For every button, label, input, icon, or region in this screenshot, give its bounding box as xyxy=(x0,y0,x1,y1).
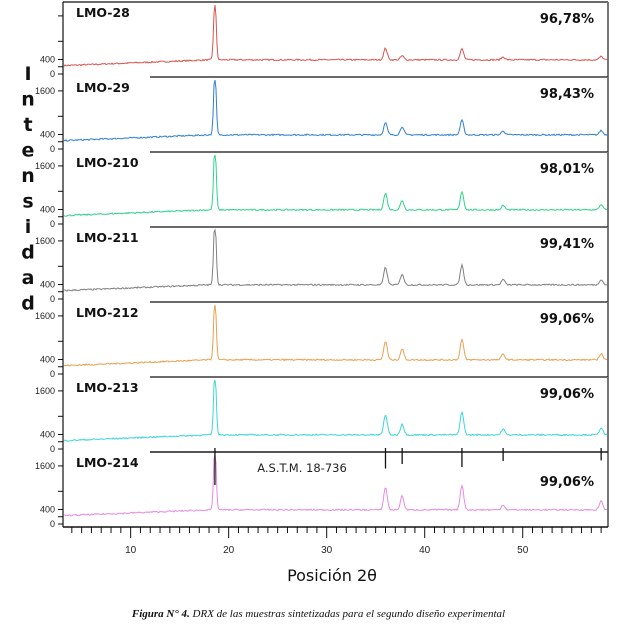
y-tick-label: 0 xyxy=(50,294,55,304)
spectrum-line-lmo-212 xyxy=(63,304,608,367)
y-axis-label-letter: i xyxy=(25,216,32,238)
y-tick-label: 1600 xyxy=(35,386,55,396)
y-axis-label-letter: t xyxy=(23,114,32,136)
y-tick-label: 1600 xyxy=(35,161,55,171)
y-tick-label: 0 xyxy=(50,219,55,229)
y-tick-label: 400 xyxy=(40,429,55,439)
y-tick-label: 0 xyxy=(50,519,55,529)
y-axis-label-letter: e xyxy=(22,140,35,162)
sample-label: LMO-210 xyxy=(76,155,139,170)
y-tick-label: 400 xyxy=(40,54,55,64)
y-tick-label: 0 xyxy=(50,444,55,454)
purity-label: 99,41% xyxy=(540,237,594,252)
y-axis-label-letter: d xyxy=(21,242,35,264)
caption-prefix: Figura N° 4. xyxy=(131,608,190,620)
panel-lmo-212: 1600 400 0 LMO-212 99,06% xyxy=(35,301,609,379)
x-axis: 10 20 30 40 50 xyxy=(63,526,608,556)
panel-lmo-214: 1600 400 0 LMO-214 99,06% A.S.T.M. 18-736 xyxy=(35,448,609,529)
y-tick-label: 1600 xyxy=(35,311,55,321)
y-tick-label: 0 xyxy=(50,369,55,379)
y-tick-label: 400 xyxy=(40,204,55,214)
y-axis-label-letter: a xyxy=(22,267,35,289)
sample-label: LMO-213 xyxy=(76,380,139,395)
sample-label: LMO-29 xyxy=(76,80,130,95)
panel-lmo-210: 1600 400 0 LMO-210 98,01% xyxy=(35,151,609,229)
y-tick-label: 1600 xyxy=(35,461,55,471)
y-axis-label-letter: n xyxy=(21,165,35,187)
y-tick-label: 400 xyxy=(40,279,55,289)
y-tick-label: 400 xyxy=(40,504,55,514)
x-tick-label: 10 xyxy=(125,545,137,556)
sample-label: LMO-212 xyxy=(76,305,139,320)
y-tick-label: 0 xyxy=(50,69,55,79)
panel-lmo-29: 1600 400 0 LMO-29 98,43% xyxy=(35,76,609,154)
spectrum-line-lmo-213 xyxy=(63,379,608,442)
spectrum-line-lmo-29 xyxy=(63,79,608,142)
spectrum-line-lmo-28 xyxy=(63,4,608,67)
x-tick-label: 20 xyxy=(223,545,235,556)
spectrum-line-lmo-214 xyxy=(64,454,608,517)
sample-label: LMO-211 xyxy=(76,230,139,245)
y-tick-label: 1600 xyxy=(35,86,55,96)
y-tick-label: 400 xyxy=(40,354,55,364)
spectrum-line-lmo-211 xyxy=(63,228,608,292)
purity-label: 99,06% xyxy=(540,312,594,327)
y-axis-label-letter: s xyxy=(22,191,33,213)
purity-label: 99,06% xyxy=(540,387,594,402)
x-tick-label: 40 xyxy=(419,545,431,556)
y-tick-label: 0 xyxy=(50,144,55,154)
x-tick-label: 30 xyxy=(321,545,333,556)
purity-label: 98,01% xyxy=(540,162,594,177)
y-axis-label-letter: n xyxy=(21,89,35,111)
x-tick-label: 50 xyxy=(517,545,529,556)
caption-text: DRX de las muestras sintetizadas para el… xyxy=(189,608,506,620)
sample-label: LMO-214 xyxy=(76,455,139,470)
figure-caption: Figura N° 4. DRX de las muestras sinteti… xyxy=(0,608,637,620)
y-tick-label: 1600 xyxy=(35,236,55,246)
y-tick-label: 400 xyxy=(40,129,55,139)
panel-lmo-211: 1600 400 0 LMO-211 99,41% xyxy=(35,226,609,304)
sample-label: LMO-28 xyxy=(76,5,130,20)
y-axis-label-letter: I xyxy=(24,63,31,85)
panel-lmo-28: 400 0 LMO-28 96,78% xyxy=(40,1,609,79)
reference-label: A.S.T.M. 18-736 xyxy=(257,461,347,475)
purity-label: 99,06% xyxy=(540,475,594,490)
y-axis-label-letter: d xyxy=(21,293,35,315)
purity-label: 98,43% xyxy=(540,87,594,102)
x-axis-title: Posición 2θ xyxy=(287,566,377,585)
purity-label: 96,78% xyxy=(540,12,594,27)
panel-lmo-213: 1600 400 0 LMO-213 99,06% xyxy=(35,376,609,454)
spectrum-line-lmo-210 xyxy=(63,154,608,217)
